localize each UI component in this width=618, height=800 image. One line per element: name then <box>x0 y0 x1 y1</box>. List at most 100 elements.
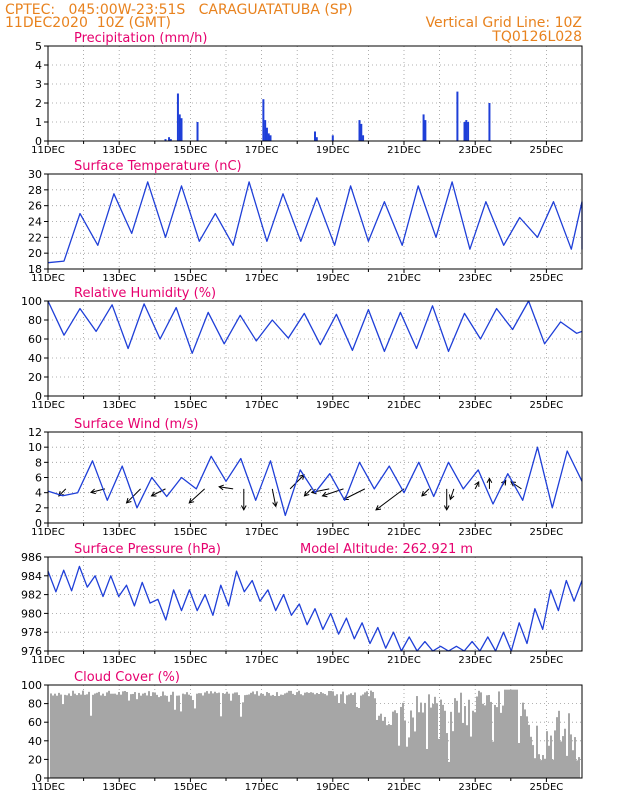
cloud-bar <box>64 694 66 778</box>
cloud-bar <box>364 692 366 778</box>
panel-title-wind: Surface Wind (m/s) <box>74 417 198 432</box>
cloud-bar <box>252 691 254 778</box>
cloud-bar <box>82 690 84 778</box>
series-line-temp <box>47 181 583 264</box>
cloud-bar <box>338 702 340 778</box>
y-tick-label: 22 <box>28 231 42 244</box>
cloud-bar <box>276 692 278 778</box>
cloud-bar <box>258 695 260 778</box>
cloud-bar <box>134 692 136 778</box>
cloud-bar <box>62 704 64 778</box>
cloud-bar <box>542 755 544 778</box>
cloud-bar <box>392 711 394 778</box>
x-tick-label: 13DEC <box>102 655 136 666</box>
y-tick-label: 100 <box>21 679 42 692</box>
cloud-bar <box>182 693 184 778</box>
cloud-bar <box>174 709 176 778</box>
cloud-bar <box>234 692 236 778</box>
cloud-bar <box>450 711 452 778</box>
cloud-bar <box>520 716 522 778</box>
x-tick-label: 11DEC <box>31 655 65 666</box>
cloud-bar <box>140 695 142 778</box>
cloud-bar <box>440 699 442 778</box>
precip-bar <box>180 118 183 141</box>
cloud-bar <box>438 738 440 778</box>
cloud-bar <box>292 693 294 778</box>
cloud-bar <box>422 712 424 778</box>
x-tick-label: 23DEC <box>458 655 492 666</box>
cloud-bar <box>268 693 270 778</box>
cloud-bar <box>146 695 148 778</box>
cloud-bar <box>246 694 248 778</box>
cloud-bar <box>360 695 362 778</box>
cloud-bar <box>378 715 380 778</box>
cloud-bar <box>216 693 218 778</box>
x-tick-label: 11DEC <box>31 273 65 284</box>
cloud-bar <box>316 692 318 778</box>
x-tick-label: 25DEC <box>530 782 564 793</box>
wind-arrow <box>375 488 405 511</box>
cloud-bar <box>188 694 190 778</box>
cloud-bar <box>486 695 488 778</box>
wind-arrow <box>188 488 205 504</box>
precip-bar <box>331 135 334 141</box>
cloud-bar <box>154 692 156 778</box>
x-tick-label: 25DEC <box>530 273 564 284</box>
cloud-bar <box>136 699 138 778</box>
series-line-rh <box>47 300 583 354</box>
cloud-bar <box>206 691 208 778</box>
cloud-bar <box>224 693 226 778</box>
cloud-bar <box>76 695 78 778</box>
cloud-bar <box>60 694 62 778</box>
precip-bar <box>463 122 466 141</box>
cloud-bar <box>400 706 402 778</box>
precip-bar <box>169 139 172 141</box>
cloud-bar <box>310 692 312 778</box>
cloud-bar <box>434 696 436 778</box>
x-tick-label: 19DEC <box>316 273 350 284</box>
cloud-bar <box>544 758 546 778</box>
y-tick-label: 980 <box>21 607 42 620</box>
precip-bar <box>264 120 267 141</box>
x-tick-label: 15DEC <box>174 527 208 538</box>
precip-bar <box>467 122 470 141</box>
cloud-bar <box>100 695 102 778</box>
cloud-bar <box>164 695 166 778</box>
cloud-bar <box>302 695 304 778</box>
panel-title-cloud: Cloud Cover (%) <box>74 670 180 685</box>
cloud-bar <box>452 731 454 778</box>
x-tick-label: 21DEC <box>387 400 421 411</box>
cloud-bar <box>384 716 386 778</box>
cloud-bar <box>238 695 240 778</box>
cloud-bar <box>220 716 222 778</box>
cloud-bar <box>120 694 122 778</box>
cloud-bar <box>200 693 202 778</box>
x-tick-label: 23DEC <box>458 527 492 538</box>
cloud-bar <box>432 703 434 778</box>
cloud-bar <box>376 719 378 778</box>
y-tick-label: 100 <box>21 295 42 308</box>
cloud-bar <box>470 736 472 778</box>
x-tick-label: 23DEC <box>458 782 492 793</box>
cloud-bar <box>290 690 292 778</box>
x-tick-label: 11DEC <box>31 782 65 793</box>
cloud-bar <box>472 710 474 778</box>
cloud-bar <box>382 720 384 778</box>
y-tick-label: 986 <box>21 551 42 564</box>
x-tick-label: 15DEC <box>174 655 208 666</box>
cloud-bar <box>286 692 288 778</box>
y-tick-label: 20 <box>28 753 42 766</box>
cloud-bar <box>516 689 518 778</box>
cloud-bar <box>524 709 526 778</box>
cloud-bar <box>576 760 578 778</box>
cloud-bar <box>278 695 280 778</box>
cloud-bar <box>358 708 360 778</box>
cloud-bar <box>218 692 220 778</box>
cloud-bar <box>130 694 132 778</box>
y-tick-label: 30 <box>28 168 42 181</box>
precip-bar <box>488 103 491 141</box>
cloud-bar <box>492 741 494 778</box>
precip-bar <box>465 120 468 141</box>
cloud-bar <box>540 760 542 778</box>
